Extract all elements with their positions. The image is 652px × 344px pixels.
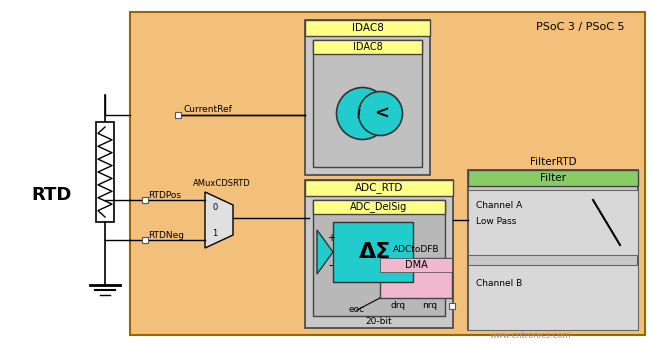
Bar	[468, 170, 638, 186]
Text: Channel A: Channel A	[476, 202, 522, 211]
Bar	[130, 12, 645, 335]
Bar	[175, 112, 181, 118]
Bar	[142, 197, 148, 203]
Text: 20-bit: 20-bit	[366, 318, 393, 326]
Text: AMuxCDSRTD: AMuxCDSRTD	[193, 179, 251, 187]
Circle shape	[359, 92, 402, 136]
Text: ADC_RTD: ADC_RTD	[355, 183, 403, 193]
Circle shape	[336, 87, 389, 140]
Text: RTDNeg: RTDNeg	[148, 230, 184, 239]
Text: eoc: eoc	[349, 305, 365, 314]
Text: DMA: DMA	[405, 260, 427, 270]
Bar	[313, 200, 445, 214]
Bar	[313, 40, 422, 54]
Polygon shape	[205, 192, 233, 248]
Text: PSoC 3 / PSoC 5: PSoC 3 / PSoC 5	[536, 22, 624, 32]
Text: CurrentRef: CurrentRef	[183, 106, 232, 115]
Bar	[449, 303, 455, 309]
Text: RTD: RTD	[32, 186, 72, 204]
Text: Filter: Filter	[540, 173, 566, 183]
Text: 1: 1	[213, 228, 218, 237]
Text: drq: drq	[391, 301, 406, 311]
Bar	[313, 40, 422, 167]
Text: IDAC8: IDAC8	[353, 42, 382, 52]
Bar	[305, 180, 453, 328]
Bar	[468, 170, 638, 330]
Text: -: -	[329, 259, 333, 272]
Bar	[305, 20, 430, 175]
Bar	[380, 258, 452, 298]
Text: IDAC8: IDAC8	[351, 23, 383, 33]
Text: ADC_DelSig: ADC_DelSig	[350, 202, 408, 213]
Bar	[313, 200, 445, 316]
Polygon shape	[317, 230, 333, 274]
Text: www.cntronics.com: www.cntronics.com	[489, 332, 570, 341]
Text: nrq: nrq	[422, 301, 437, 311]
Text: RTDPos: RTDPos	[148, 191, 181, 200]
Bar	[333, 222, 413, 282]
Text: ΔΣ: ΔΣ	[359, 242, 391, 262]
Bar	[305, 20, 430, 36]
Bar	[468, 265, 638, 330]
Bar	[380, 258, 452, 272]
Text: Low Pass: Low Pass	[476, 217, 516, 226]
Bar	[142, 237, 148, 243]
Bar	[468, 190, 638, 255]
Text: FilterRTD: FilterRTD	[529, 157, 576, 167]
Text: 0: 0	[213, 204, 218, 213]
Text: Channel B: Channel B	[476, 279, 522, 288]
Bar	[305, 180, 453, 196]
Text: +: +	[327, 233, 335, 243]
Text: <: <	[374, 105, 389, 122]
Text: i: i	[357, 106, 361, 121]
Text: ADCtoDFB: ADCtoDFB	[393, 246, 439, 255]
Bar	[96, 122, 114, 222]
